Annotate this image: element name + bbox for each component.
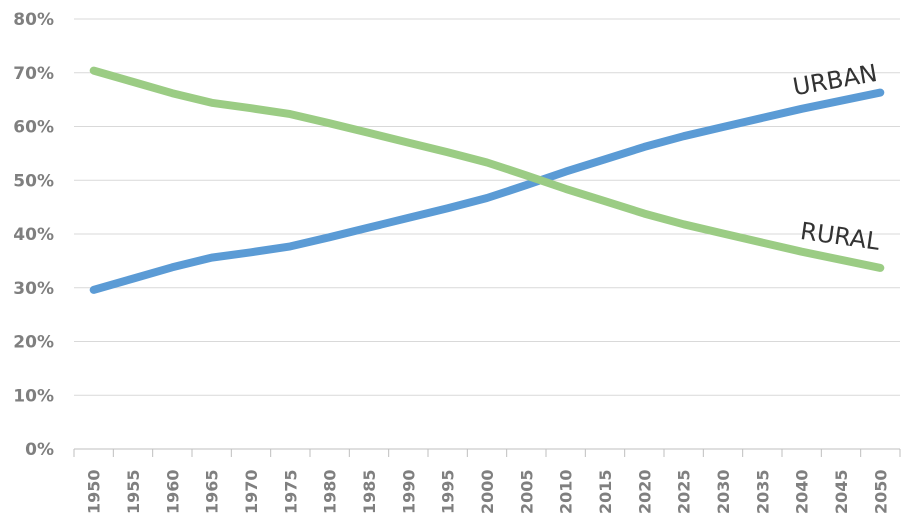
x-tick-label: 1965	[203, 469, 222, 514]
x-tick-label: 1985	[360, 469, 379, 514]
x-tick-label: 1970	[242, 469, 261, 514]
x-tick-label: 2050	[871, 469, 890, 514]
series-group	[89, 66, 885, 294]
x-tick-label: 2025	[675, 469, 694, 514]
x-tick-label: 2015	[596, 469, 615, 514]
x-tick-label: 2000	[478, 469, 497, 514]
y-tick-label: 50%	[13, 171, 54, 191]
x-tick-label: 2010	[557, 469, 576, 514]
x-tick-label: 2030	[714, 469, 733, 514]
x-tick-label: 2035	[753, 469, 772, 514]
y-tick-label: 80%	[13, 10, 54, 30]
x-tick-label: 2020	[635, 469, 654, 514]
x-tick-label: 1950	[85, 469, 104, 514]
gridlines	[74, 18, 900, 450]
x-tick-label: 1975	[281, 469, 300, 514]
y-tick-label: 70%	[13, 64, 54, 84]
y-tick-label: 20%	[13, 333, 54, 353]
y-tick-label: 10%	[13, 386, 54, 406]
y-tick-label: 60%	[13, 118, 54, 138]
x-tick-label: 2040	[793, 469, 812, 514]
x-tick-label: 2005	[517, 469, 536, 514]
x-tick-label: 1980	[321, 469, 340, 514]
y-tick-label: 0%	[25, 440, 54, 460]
x-axis: 1950 1955 1960 1965 1970 1975 1980 1985 1990 1995…	[73, 449, 901, 514]
series-line-urban	[89, 88, 885, 294]
y-tick-label: 40%	[13, 225, 54, 245]
y-tick-label: 30%	[13, 279, 54, 299]
x-tick-label: 1955	[124, 469, 143, 514]
y-axis: 0% 10% 20% 30% 40% 50% 60% 70% 80%	[13, 10, 54, 460]
x-tick-label: 1960	[163, 469, 182, 514]
x-tick-label: 2045	[832, 469, 851, 514]
series-line-rural	[89, 66, 885, 272]
x-tick-label: 1995	[439, 469, 458, 514]
x-tick-label: 1990	[399, 469, 418, 514]
